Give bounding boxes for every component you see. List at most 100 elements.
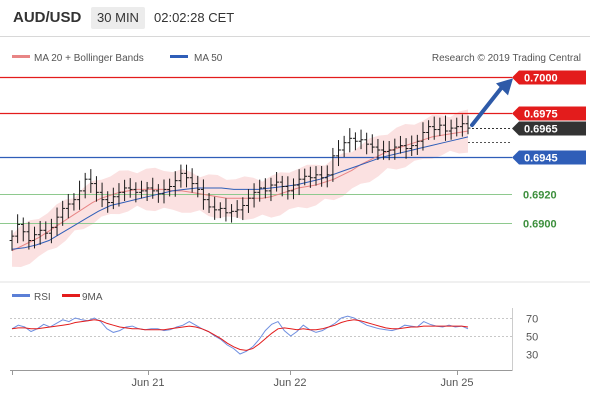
rsi-tick-label: 70 (526, 314, 538, 326)
price-bar (65, 193, 71, 219)
price-bar (454, 117, 460, 137)
ma50-legend-swatch (170, 55, 188, 58)
price-bar (251, 183, 257, 208)
price-bar (155, 184, 161, 203)
x-tick-label: Jun 25 (440, 377, 473, 389)
price-bar (217, 202, 223, 219)
price-bar (262, 178, 268, 199)
price-bar (375, 138, 381, 160)
price-bar (133, 182, 139, 203)
price-bar (347, 128, 353, 153)
price-bar (32, 226, 37, 249)
price-bar (127, 178, 133, 198)
level-label-0-6975: 0.6975 (524, 109, 558, 121)
price-bar (122, 179, 127, 202)
level-label-0-7000: 0.7000 (524, 73, 558, 85)
ma20-legend-swatch (12, 55, 30, 58)
x-axis-layer: Jun 21 Jun 22 Jun 25 (10, 308, 513, 389)
moving-average-layer (11, 130, 469, 252)
rsi-tick-label: 50 (526, 332, 538, 344)
price-bar (20, 217, 26, 242)
price-bar (37, 220, 43, 245)
price-bar (116, 183, 122, 207)
price-bar (26, 221, 32, 250)
price-bar (403, 138, 409, 159)
price-bar (49, 218, 54, 244)
ma9-legend-label: 9MA (82, 292, 103, 303)
price-bar (414, 134, 420, 155)
price-bar (94, 176, 99, 202)
price-bar (257, 179, 263, 202)
price-bar (307, 166, 313, 188)
price-bar (336, 140, 341, 167)
price-bar (409, 135, 415, 156)
price-bar (443, 115, 448, 141)
price-bar (71, 193, 77, 211)
price-bar (105, 191, 111, 213)
price-bar (437, 117, 443, 137)
ma20-legend-label: MA 20 + Bollinger Bands (34, 53, 144, 64)
price-bar (82, 172, 88, 199)
price-bar (426, 120, 431, 140)
price-bar (381, 140, 386, 160)
price-bar (291, 178, 296, 200)
price-bar (279, 175, 285, 197)
level-badge-0-6945 (512, 150, 586, 165)
price-bar (296, 169, 302, 196)
price-bar (189, 168, 195, 193)
price-bar (448, 119, 454, 140)
price-bar (364, 132, 370, 155)
price-bar (330, 147, 336, 182)
ma20-line (11, 130, 469, 252)
price-bar (319, 166, 325, 187)
price-bar (201, 179, 206, 210)
price-bar (99, 182, 105, 208)
x-tick-label: Jun 21 (131, 377, 164, 389)
level-label-0-6920: 0.6920 (523, 190, 557, 202)
price-bar (150, 177, 156, 199)
timeframe-button[interactable]: 30 MIN (91, 7, 145, 29)
target-arrow-head (496, 78, 513, 96)
price-bar (223, 198, 229, 222)
price-bar (358, 129, 364, 150)
price-bar (195, 175, 201, 198)
rsi-legend-swatch (12, 294, 30, 297)
target-arrow-shaft (470, 86, 503, 128)
ma9-legend-swatch (62, 294, 80, 297)
level-labels-layer: 0.7000 0.6975 0.6965 0.6945 0.6920 0.6900 (512, 70, 586, 231)
price-bar (178, 164, 184, 188)
price-bar (431, 116, 437, 140)
price-bar (60, 200, 66, 226)
price-bar (161, 179, 167, 204)
price-bar (369, 134, 375, 154)
level-lines-layer (0, 76, 512, 224)
price-bar (420, 122, 426, 151)
price-bar (229, 204, 234, 223)
symbol-title: AUD/USD (13, 9, 82, 26)
price-bar (302, 168, 308, 186)
x-tick-label: Jun 22 (273, 377, 306, 389)
price-bar (398, 135, 403, 154)
level-label-0-6965: 0.6965 (524, 124, 558, 136)
price-bar (386, 141, 392, 161)
price-bar (9, 230, 15, 251)
rsi-tick-label: 30 (526, 350, 538, 362)
chart-header: AUD/USD 30 MIN 02:02:28 CET (0, 0, 590, 36)
bollinger-band-layer (12, 109, 468, 267)
price-bar (206, 192, 212, 214)
level-label-0-6945: 0.6945 (524, 153, 558, 165)
price-bar (184, 164, 189, 188)
rsi-panel-layer: 70 50 30 (10, 314, 538, 362)
target-arrow-layer (470, 78, 513, 128)
price-bar (240, 197, 246, 221)
price-bar (15, 214, 21, 244)
rsi-legend-label: RSI (34, 292, 51, 303)
price-bar (313, 166, 319, 186)
level-badge-0-7000 (512, 70, 586, 85)
timestamp: 02:02:28 CET (154, 10, 235, 25)
price-bar (465, 115, 471, 135)
price-bar (43, 221, 49, 240)
ma9-line (11, 319, 469, 351)
source-label: Research © 2019 Trading Central (432, 53, 581, 64)
